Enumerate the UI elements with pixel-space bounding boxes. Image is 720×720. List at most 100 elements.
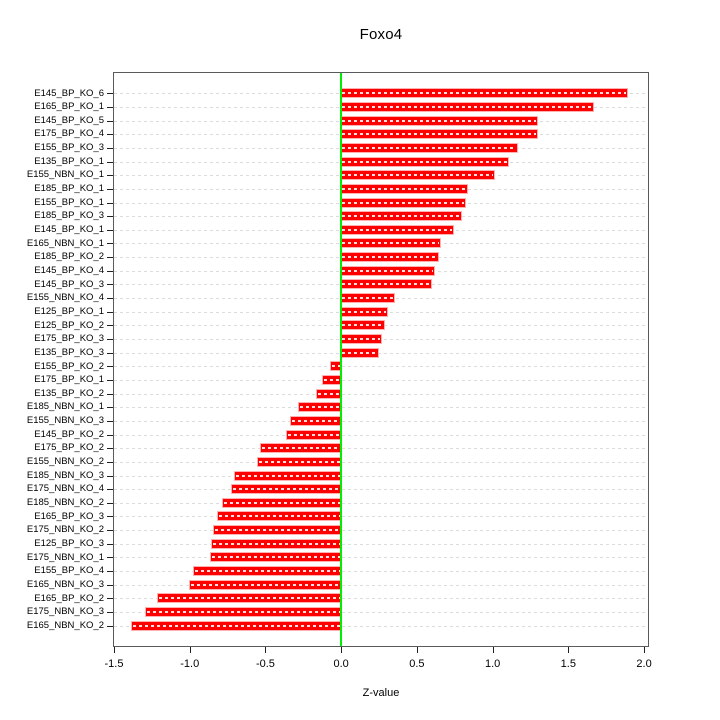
bar-dash-texture bbox=[342, 174, 494, 177]
bar bbox=[235, 471, 342, 480]
x-axis: -1.5 -1.0 -0.5 0.0 0.5 1.0 1.5 2.0 bbox=[105, 646, 652, 692]
y-tick bbox=[107, 461, 113, 463]
bar-dash-texture bbox=[261, 447, 341, 450]
bar bbox=[341, 294, 395, 303]
bar bbox=[341, 239, 440, 248]
bar-row: E155_NBN_KO_2 bbox=[27, 455, 648, 469]
y-axis-label: E175_NBN_KO_3 bbox=[26, 606, 104, 618]
x-tick-label: 1.5 bbox=[560, 658, 576, 670]
bar-row: E185_BP_KO_1 bbox=[34, 182, 648, 196]
y-tick bbox=[107, 106, 113, 108]
gridline bbox=[114, 543, 648, 545]
gridline bbox=[114, 339, 648, 340]
y-axis-label: E135_BP_KO_3 bbox=[34, 346, 104, 358]
bar-dash-texture bbox=[342, 92, 627, 95]
y-axis-label: E145_BP_KO_3 bbox=[34, 278, 104, 290]
bar-dash-texture bbox=[342, 160, 507, 163]
y-axis-label: E155_BP_KO_3 bbox=[34, 142, 104, 154]
bar-dash-texture bbox=[214, 529, 341, 532]
bar bbox=[316, 389, 342, 398]
bar bbox=[212, 539, 342, 548]
y-axis-label: E155_NBN_KO_2 bbox=[26, 456, 104, 468]
bar-dash-texture bbox=[342, 133, 536, 136]
y-tick bbox=[107, 120, 113, 122]
bar-row: E185_BP_KO_2 bbox=[34, 250, 648, 264]
y-axis-label: E155_NBN_KO_1 bbox=[26, 169, 104, 181]
y-tick bbox=[107, 270, 113, 272]
bar-dash-texture bbox=[342, 338, 380, 340]
y-axis-label: E145_BP_KO_6 bbox=[34, 87, 104, 99]
gridline bbox=[114, 612, 648, 613]
y-axis-label: E165_BP_KO_1 bbox=[34, 101, 104, 113]
bar-row: E175_BP_KO_1 bbox=[34, 373, 648, 387]
y-axis-label: E165_NBN_KO_2 bbox=[26, 619, 104, 631]
bar-row: E165_NBN_KO_3 bbox=[27, 578, 648, 592]
bar-row: E155_NBN_KO_3 bbox=[27, 414, 648, 428]
bar bbox=[132, 621, 342, 630]
bar-dash-texture bbox=[195, 570, 341, 573]
y-axis-label: E175_BP_KO_3 bbox=[34, 333, 104, 345]
bar-row: E165_BP_KO_1 bbox=[34, 100, 648, 114]
plot-area: E145_BP_KO_6 E165_BP_KO_1 E145_BP_KO_5 E175… bbox=[27, 72, 649, 647]
x-tick-label: 1.0 bbox=[484, 658, 501, 670]
y-tick bbox=[107, 475, 113, 477]
bar-dash-texture bbox=[342, 119, 536, 122]
y-tick bbox=[107, 434, 113, 436]
bar-dash-texture bbox=[224, 501, 341, 504]
bar bbox=[341, 280, 431, 289]
y-axis-label: E145_BP_KO_1 bbox=[34, 224, 104, 235]
bar-dash-texture bbox=[342, 283, 430, 286]
bar-dash-texture bbox=[342, 269, 433, 272]
y-axis-label: E155_BP_KO_1 bbox=[34, 196, 104, 208]
y-tick bbox=[107, 379, 113, 381]
y-axis-label: E155_BP_KO_2 bbox=[34, 360, 104, 372]
bar-dash-texture bbox=[258, 460, 341, 463]
bar bbox=[341, 130, 537, 139]
y-tick bbox=[107, 625, 113, 627]
y-axis-label: E175_BP_KO_4 bbox=[34, 128, 104, 140]
bar bbox=[341, 348, 378, 357]
y-axis-label: E185_BP_KO_1 bbox=[34, 183, 104, 195]
bar-dash-texture bbox=[342, 215, 460, 218]
y-tick bbox=[107, 175, 113, 177]
bar-row: E145_BP_KO_4 bbox=[34, 264, 648, 278]
bar-row: E185_NBN_KO_1 bbox=[27, 400, 648, 414]
y-axis-label: E185_BP_KO_3 bbox=[34, 210, 104, 222]
bar-row: E155_BP_KO_1 bbox=[34, 196, 648, 210]
bar bbox=[189, 580, 342, 589]
y-tick bbox=[107, 516, 113, 518]
bar bbox=[341, 157, 508, 166]
bar-row: E165_NBN_KO_1 bbox=[27, 237, 648, 251]
bar-dash-texture bbox=[342, 228, 453, 231]
y-axis-label: E145_BP_KO_2 bbox=[34, 428, 104, 440]
gridline bbox=[114, 461, 648, 463]
y-tick bbox=[107, 257, 113, 259]
bar bbox=[341, 171, 495, 180]
y-axis-label: E185_NBN_KO_1 bbox=[26, 401, 104, 413]
y-axis-label: E165_NBN_KO_1 bbox=[26, 237, 104, 249]
gridline bbox=[114, 420, 648, 422]
y-tick bbox=[107, 352, 113, 354]
bar bbox=[291, 416, 342, 425]
bar-dash-texture bbox=[342, 310, 386, 313]
bar bbox=[341, 321, 384, 330]
y-axis-label: E125_BP_KO_1 bbox=[34, 305, 104, 317]
y-tick bbox=[107, 147, 113, 149]
bar bbox=[194, 567, 342, 576]
y-tick bbox=[107, 530, 113, 532]
bar bbox=[145, 608, 342, 616]
y-tick bbox=[107, 339, 113, 340]
y-tick bbox=[107, 188, 113, 190]
x-tick-label: -1.5 bbox=[104, 658, 124, 670]
bar bbox=[341, 184, 467, 193]
gridline bbox=[114, 530, 648, 532]
gridline bbox=[114, 584, 648, 586]
bar-row: E175_NBN_KO_1 bbox=[27, 551, 648, 565]
y-axis-label: E185_BP_KO_2 bbox=[34, 251, 104, 263]
y-axis-label: E175_BP_KO_2 bbox=[34, 442, 104, 454]
bar-row: E125_BP_KO_3 bbox=[34, 537, 648, 551]
bar-dash-texture bbox=[133, 624, 341, 627]
y-tick bbox=[107, 584, 113, 586]
bar bbox=[223, 498, 342, 507]
y-tick bbox=[107, 311, 113, 313]
